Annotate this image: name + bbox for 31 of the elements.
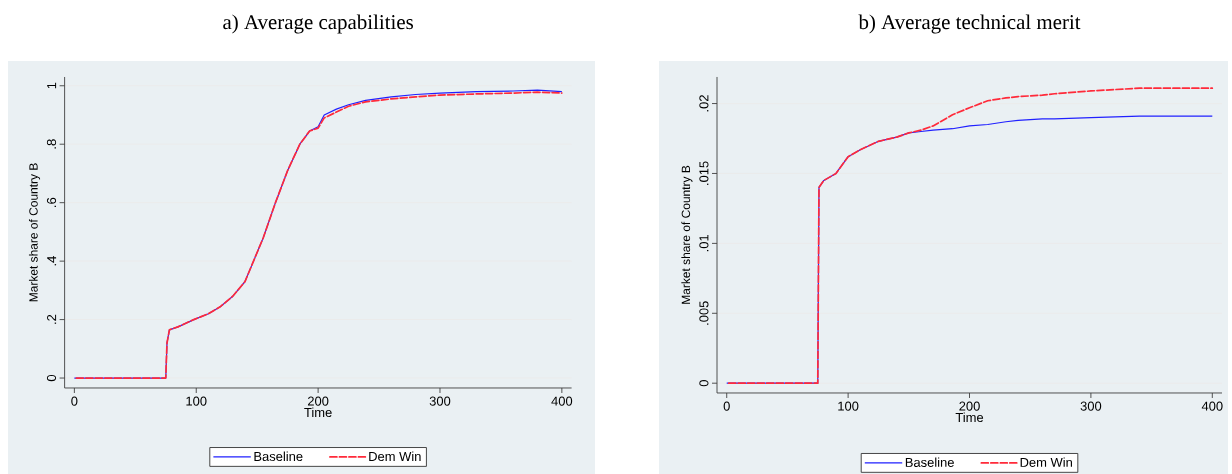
y-tick-label: 0: [699, 380, 709, 387]
x-tick-label: 100: [838, 401, 859, 411]
chart-title: a) Average capabilities: [223, 14, 414, 34]
y-tick-label: .01: [699, 235, 709, 252]
y-tick-label: 0: [46, 374, 57, 382]
x-tick-label: 0: [723, 401, 730, 411]
x-tick-label: 200: [307, 396, 329, 406]
x-tick-label: 300: [429, 396, 451, 406]
y-tick-label: .02: [699, 95, 709, 112]
legend-label: Baseline: [254, 451, 303, 462]
y-tick-label: .4: [47, 256, 57, 266]
y-axis-title: Market share of Country B: [681, 165, 693, 304]
y-axis-title: Market share of Country B: [28, 163, 41, 302]
legend-label: Dem Win: [1020, 457, 1072, 467]
x-tick-label: 0: [71, 396, 78, 406]
y-tick-label: .2: [47, 314, 57, 324]
y-tick-label: .005: [699, 301, 709, 325]
y-tick-label: .015: [699, 161, 709, 185]
y-tick-label: .8: [46, 139, 57, 149]
x-tick-label: 100: [186, 396, 207, 406]
x-axis-title: Time: [955, 412, 984, 423]
x-axis-title: Time: [304, 407, 332, 418]
x-tick-label: 400: [551, 396, 573, 406]
y-tick-label: .6: [46, 197, 57, 207]
legend-label: Baseline: [905, 457, 954, 467]
x-tick-label: 400: [1201, 401, 1223, 411]
y-tick-label: 1: [47, 82, 57, 89]
legend-label: Dem Win: [369, 451, 421, 462]
x-tick-label: 200: [959, 401, 980, 411]
x-tick-label: 300: [1080, 401, 1102, 411]
chart-title: b) Average technical merit: [858, 14, 1081, 34]
